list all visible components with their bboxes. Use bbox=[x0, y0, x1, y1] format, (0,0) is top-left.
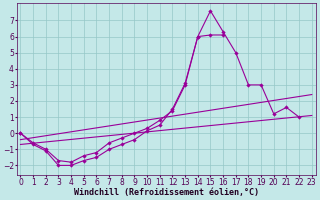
X-axis label: Windchill (Refroidissement éolien,°C): Windchill (Refroidissement éolien,°C) bbox=[74, 188, 259, 197]
